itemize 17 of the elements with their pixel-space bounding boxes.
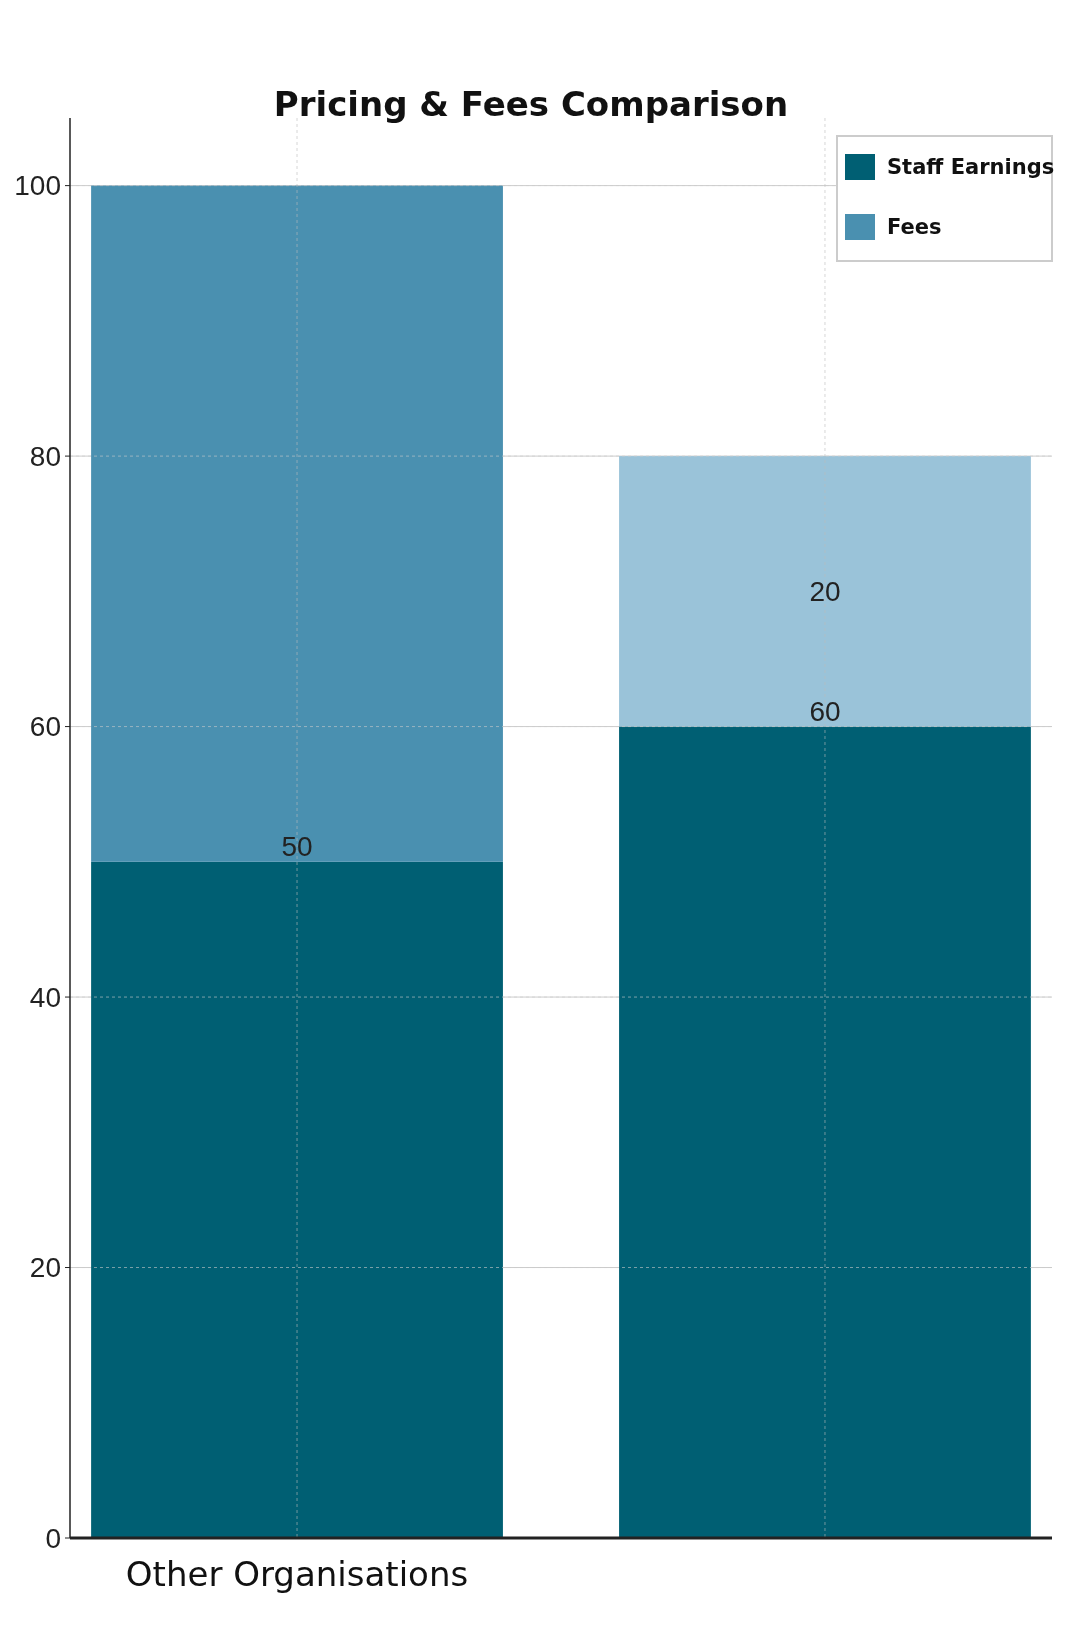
data-label: 60 bbox=[809, 695, 841, 727]
y-tick-label: 60 bbox=[29, 711, 61, 743]
x-tick-label: Other Organisations bbox=[125, 1554, 469, 1594]
bar bbox=[91, 185, 503, 862]
bar bbox=[619, 726, 1031, 1538]
bar bbox=[619, 456, 1031, 727]
legend-label: Staff Earnings bbox=[887, 155, 1055, 180]
y-tick-label: 20 bbox=[29, 1252, 61, 1284]
chart-title: Pricing & Fees Comparison bbox=[273, 84, 789, 124]
y-tick-label: 80 bbox=[29, 440, 61, 472]
y-tick-label: 100 bbox=[14, 170, 61, 202]
data-label: 20 bbox=[809, 576, 841, 608]
y-tick-label: 40 bbox=[29, 981, 61, 1013]
data-label: 50 bbox=[281, 830, 313, 862]
y-tick-label: 0 bbox=[45, 1522, 61, 1554]
legend-label: Fees bbox=[887, 215, 942, 240]
bar bbox=[91, 861, 503, 1538]
